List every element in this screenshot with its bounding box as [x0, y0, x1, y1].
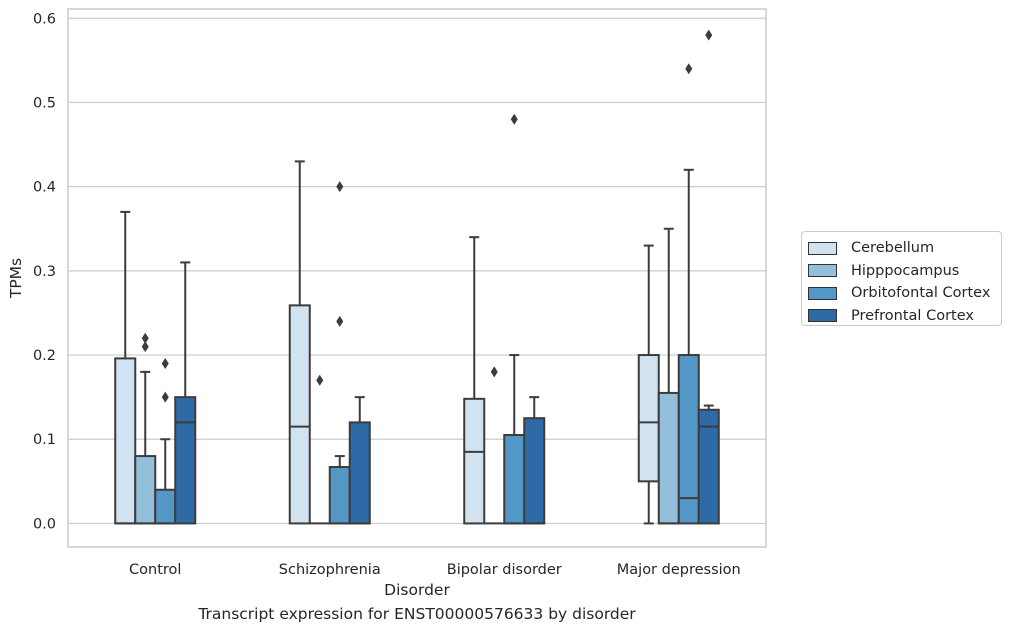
outlier-point	[141, 332, 149, 344]
y-tick-label: 0.4	[33, 180, 56, 196]
box	[657, 391, 680, 525]
x-tick-label: Major depression	[617, 562, 741, 578]
outlier-point	[705, 29, 713, 41]
box	[503, 434, 526, 525]
legend-label: Hipppocampus	[851, 262, 960, 279]
legend-swatch	[808, 264, 837, 278]
box-group	[503, 113, 526, 525]
box	[288, 304, 311, 525]
box-group	[114, 210, 137, 525]
legend-label: Cerebellum	[851, 240, 935, 257]
box-group	[697, 29, 720, 525]
box-group	[328, 181, 351, 525]
box	[637, 354, 660, 483]
legend-swatch	[808, 309, 837, 323]
chart-caption: Transcript expression for ENST0000057663…	[198, 605, 636, 623]
box-group	[523, 396, 546, 525]
box	[463, 397, 486, 525]
box-group	[174, 261, 197, 525]
box	[348, 421, 371, 525]
outlier-point	[685, 63, 693, 75]
x-axis-label: Disorder	[384, 581, 450, 599]
box-group	[677, 63, 700, 525]
plot-frame	[67, 8, 767, 548]
y-tick-label: 0.1	[33, 432, 56, 448]
legend-item: Orbitofontal Cortex	[808, 282, 1001, 305]
box-group	[309, 374, 330, 525]
box	[154, 488, 177, 525]
y-tick-label: 0.5	[33, 95, 56, 111]
y-tick-label: 0.6	[33, 11, 56, 27]
legend-item: Prefrontal Cortex	[808, 305, 1001, 328]
box	[697, 408, 720, 525]
y-tick-label: 0.2	[33, 348, 56, 364]
box	[134, 455, 157, 525]
legend-item: Hipppocampus	[808, 260, 1001, 283]
box	[328, 466, 351, 525]
box-group	[637, 244, 660, 525]
y-tick-label: 0.3	[33, 264, 56, 280]
y-axis-label: TPMs	[7, 258, 25, 299]
box-group	[288, 160, 311, 525]
box-group	[484, 366, 505, 525]
box	[114, 357, 137, 525]
legend-swatch	[808, 286, 837, 300]
y-tick-label: 0.0	[33, 516, 56, 532]
outlier-point	[316, 374, 324, 386]
box-group	[134, 332, 157, 525]
outlier-point	[161, 391, 169, 403]
outlier-point	[336, 315, 344, 327]
box-group	[154, 357, 177, 525]
box-group	[463, 236, 486, 525]
x-tick-label: Bipolar disorder	[447, 562, 562, 578]
box-group	[348, 396, 371, 525]
box-group	[657, 227, 680, 525]
legend-swatch	[808, 241, 837, 255]
box	[523, 417, 546, 525]
outlier-point	[141, 341, 149, 353]
outlier-point	[510, 113, 518, 125]
legend-item: Cerebellum	[808, 237, 1001, 260]
box	[174, 396, 197, 525]
outlier-point	[336, 181, 344, 193]
x-tick-label: Control	[129, 562, 181, 578]
legend: Cerebellum Hipppocampus Orbitofontal Cor…	[801, 231, 1002, 326]
x-tick-label: Schizophrenia	[279, 562, 381, 578]
legend-label: Orbitofontal Cortex	[851, 285, 991, 302]
legend-label: Prefrontal Cortex	[851, 307, 974, 324]
outlier-point	[161, 357, 169, 369]
outlier-point	[490, 366, 498, 378]
